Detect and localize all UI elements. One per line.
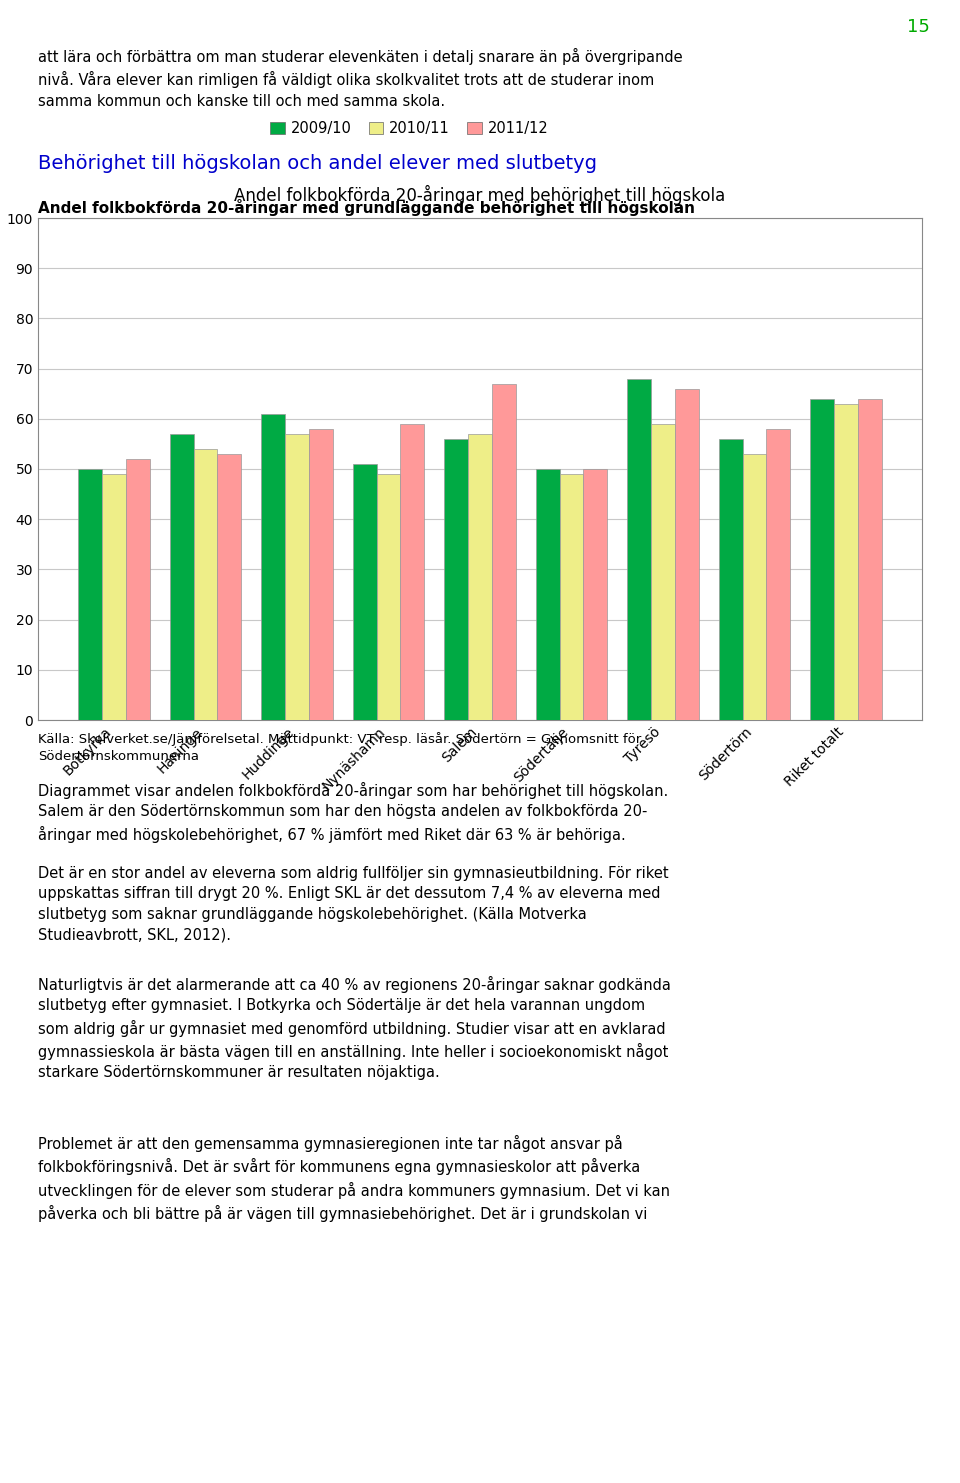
Bar [628, 378, 651, 721]
Bar [810, 399, 834, 721]
Bar [126, 458, 150, 721]
Text: att lära och förbättra om man studerar elevenkäten i detalj snarare än på övergr: att lära och förbättra om man studerar e… [38, 47, 683, 108]
Text: Diagrammet visar andelen folkbokförda 20-åringar som har behörighet till högskol: Diagrammet visar andelen folkbokförda 20… [38, 782, 668, 842]
Bar [584, 469, 608, 721]
Bar [400, 424, 424, 721]
Text: Naturligtvis är det alarmerande att ca 40 % av regionens 20-åringar saknar godkä: Naturligtvis är det alarmerande att ca 4… [38, 976, 671, 1081]
Bar [492, 384, 516, 721]
Bar [376, 475, 400, 721]
Title: Andel folkbokförda 20-åringar med behörighet till högskola: Andel folkbokförda 20-åringar med behöri… [234, 185, 726, 205]
Legend: 2009/10, 2010/11, 2011/12: 2009/10, 2010/11, 2011/12 [264, 114, 555, 141]
Text: Källa: Skolverket.se/Jämförelsetal. Mättidpunkt: VT resp. läsår. Södertörn = Gen: Källa: Skolverket.se/Jämförelsetal. Mätt… [38, 733, 641, 762]
Bar [285, 435, 309, 721]
Bar [102, 475, 126, 721]
Bar [560, 475, 584, 721]
Text: Det är en stor andel av eleverna som aldrig fullföljer sin gymnasieutbildning. F: Det är en stor andel av eleverna som ald… [38, 866, 668, 942]
Bar [675, 389, 699, 721]
Bar [444, 439, 468, 721]
Bar [309, 429, 332, 721]
Bar [719, 439, 743, 721]
Bar [468, 435, 492, 721]
Bar [766, 429, 790, 721]
Text: 15: 15 [907, 18, 930, 36]
Bar [217, 454, 241, 721]
Text: Problemet är att den gemensamma gymnasieregionen inte tar något ansvar på
folkbo: Problemet är att den gemensamma gymnasie… [38, 1134, 670, 1222]
Bar [352, 464, 376, 721]
Bar [261, 414, 285, 721]
Bar [651, 424, 675, 721]
Bar [170, 435, 194, 721]
Text: Behörighet till högskolan och andel elever med slutbetyg: Behörighet till högskolan och andel elev… [38, 154, 597, 174]
Bar [194, 449, 217, 721]
Text: Andel folkbokförda 20-åringar med grundläggande behörighet till högskolan: Andel folkbokförda 20-åringar med grundl… [38, 199, 695, 217]
Bar [834, 403, 858, 721]
Bar [536, 469, 560, 721]
Bar [743, 454, 766, 721]
Bar [858, 399, 882, 721]
Bar [78, 469, 102, 721]
